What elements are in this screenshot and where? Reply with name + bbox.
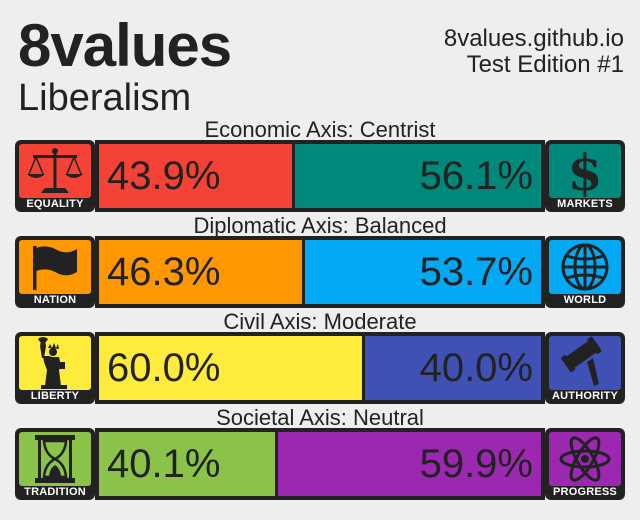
world-segment: 53.7%	[305, 240, 541, 304]
economic-axis: Economic Axis: Centrist EQUALITY	[0, 118, 640, 214]
societal-axis: Societal Axis: Neutral TRADITION 40.1% 5…	[0, 406, 640, 502]
axis-icon-bg: $	[549, 144, 621, 198]
world-percent: 53.7%	[419, 250, 533, 294]
ideology-name: Liberalism	[18, 77, 192, 119]
axis-title: Economic Axis: Centrist	[204, 117, 436, 142]
liberty-segment: 60.0%	[99, 336, 362, 400]
statue-of-liberty-icon	[38, 337, 67, 389]
markets-badge: $ MARKETS	[545, 140, 625, 212]
dollar-icon: $	[568, 144, 603, 198]
tradition-label: TRADITION	[24, 486, 86, 498]
axis-bar: 40.1% 59.9%	[95, 428, 545, 500]
axis-icon-bg	[19, 432, 91, 486]
axis-bar: 43.9% 56.1%	[95, 140, 545, 212]
axis-icon-bg	[549, 336, 621, 390]
diplomatic-axis: Diplomatic Axis: Balanced NATION 46.3% 5…	[0, 214, 640, 310]
axis-bar: 46.3% 53.7%	[95, 236, 545, 308]
nation-segment: 46.3%	[99, 240, 302, 304]
axis-icon-bg	[19, 240, 91, 294]
world-label: WORLD	[563, 294, 607, 306]
site-info: 8values.github.io Test Edition #1	[444, 26, 624, 78]
progress-badge: PROGRESS	[545, 428, 625, 500]
axis-icon-bg	[549, 432, 621, 486]
flag-icon	[33, 246, 77, 290]
tradition-segment: 40.1%	[99, 432, 275, 496]
world-badge: WORLD	[545, 236, 625, 308]
markets-segment: 56.1%	[295, 144, 541, 208]
atom-icon	[559, 436, 611, 482]
liberty-badge: LIBERTY	[15, 332, 95, 404]
axis-icon-bg	[19, 336, 91, 390]
nation-label: NATION	[33, 294, 77, 306]
axis-title: Civil Axis: Moderate	[223, 309, 417, 334]
nation-badge: NATION	[15, 236, 95, 308]
markets-percent: 56.1%	[419, 154, 533, 198]
axis-bar: 60.0% 40.0%	[95, 332, 545, 404]
gavel-icon	[560, 336, 602, 386]
axis-icon-bg	[549, 240, 621, 294]
svg-text:$: $	[568, 144, 603, 198]
progress-percent: 59.9%	[419, 442, 533, 486]
axis-title: Diplomatic Axis: Balanced	[193, 213, 447, 238]
hourglass-icon	[35, 435, 75, 483]
tradition-badge: TRADITION	[15, 428, 95, 500]
tradition-percent: 40.1%	[107, 442, 221, 486]
edition-label: Test Edition #1	[466, 51, 624, 78]
site-url: 8values.github.io	[443, 25, 624, 52]
authority-label: AUTHORITY	[552, 390, 618, 402]
civil-axis: Civil Axis: Moderate LIBERTY 60.0% 40.0%	[0, 310, 640, 406]
axis-title: Societal Axis: Neutral	[216, 405, 424, 430]
progress-segment: 59.9%	[278, 432, 541, 496]
globe-icon	[561, 243, 609, 291]
equality-segment: 43.9%	[99, 144, 292, 208]
scales-icon	[27, 148, 83, 193]
equality-percent: 43.9%	[107, 154, 221, 198]
authority-percent: 40.0%	[419, 346, 533, 390]
authority-segment: 40.0%	[365, 336, 541, 400]
progress-label: PROGRESS	[553, 486, 617, 498]
liberty-label: LIBERTY	[30, 390, 80, 402]
equality-badge: EQUALITY	[15, 140, 95, 212]
equality-label: EQUALITY	[26, 198, 84, 210]
liberty-percent: 60.0%	[107, 346, 221, 390]
markets-label: MARKETS	[557, 198, 613, 210]
axis-icon-bg	[19, 144, 91, 198]
authority-badge: AUTHORITY	[545, 332, 625, 404]
brand-title: 8values	[18, 12, 232, 79]
nation-percent: 46.3%	[107, 250, 221, 294]
